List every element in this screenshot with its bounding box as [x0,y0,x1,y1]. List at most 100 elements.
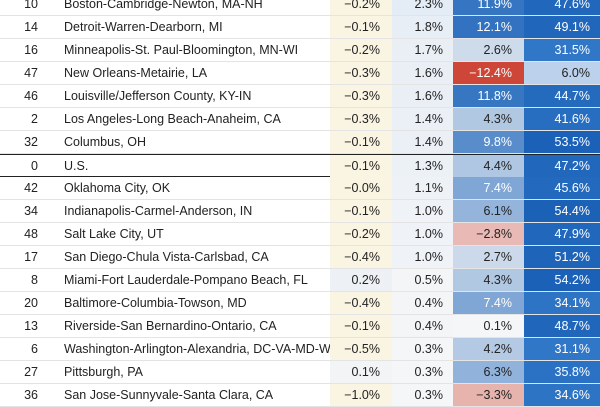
metric-1-cell: −0.0% [330,177,392,199]
rank-cell: 2 [31,112,38,126]
rank-cell: 32 [24,135,38,149]
metric-2-cell: 1.0% [392,223,453,245]
metric-2-cell: 1.6% [392,85,453,107]
metric-2-cell: 0.3% [392,338,453,360]
rank-cell: 10 [24,0,38,11]
metric-2-cell: 1.0% [392,200,453,222]
table-row: 13 Riverside-San Bernardino-Ontario, CA −0… [0,315,600,338]
table-row: 32 Columbus, OH −0.1% 1.4% 9.8% 53.5% [0,131,600,154]
metro-name-cell: Baltimore-Columbia-Towson, MD [64,296,247,310]
metric-1-cell: −0.3% [330,85,392,107]
metric-4-cell: 51.2% [524,246,600,268]
metric-4-cell: 6.0% [524,62,600,84]
metric-2-cell: 0.3% [392,384,453,406]
metro-name-cell: Louisville/Jefferson County, KY-IN [64,89,252,103]
metric-3-cell: 2.7% [453,246,524,268]
rank-cell: 0 [31,159,38,173]
metric-3-cell: 2.6% [453,39,524,61]
metro-name-cell: New Orleans-Metairie, LA [64,66,208,80]
metric-2-cell: 0.5% [392,269,453,291]
metric-3-cell: 12.1% [453,16,524,38]
metric-1-cell: −0.4% [330,292,392,314]
metric-4-cell: 49.1% [524,16,600,38]
metric-1-cell: −0.2% [330,39,392,61]
metro-name-cell: Indianapolis-Carmel-Anderson, IN [64,204,253,218]
metric-1-cell: −0.2% [330,223,392,245]
rank-cell: 34 [24,204,38,218]
metro-name-cell: Columbus, OH [64,135,146,149]
rank-cell: 17 [24,250,38,264]
metric-2-cell: 1.8% [392,16,453,38]
metric-4-cell: 47.2% [524,155,600,177]
metric-1-cell: −0.3% [330,62,392,84]
table-row: 8 Miami-Fort Lauderdale-Pompano Beach, FL… [0,269,600,292]
metric-2-cell: 1.1% [392,177,453,199]
metric-1-cell: −0.3% [330,108,392,130]
metric-4-cell: 44.7% [524,85,600,107]
metric-2-cell: 1.4% [392,108,453,130]
rank-cell: 48 [24,227,38,241]
metric-3-cell: 0.1% [453,315,524,337]
table-row: 42 Oklahoma City, OK −0.0% 1.1% 7.4% 45.6% [0,177,600,200]
table-row: 34 Indianapolis-Carmel-Anderson, IN −0.1% 1… [0,200,600,223]
metric-2-cell: 2.3% [392,0,453,15]
metric-2-cell: 1.7% [392,39,453,61]
metric-4-cell: 48.7% [524,315,600,337]
metric-4-cell: 41.6% [524,108,600,130]
metric-2-cell: 1.4% [392,131,453,153]
metric-3-cell: 7.4% [453,177,524,199]
metric-4-cell: 31.1% [524,338,600,360]
rank-cell: 16 [24,43,38,57]
table-row-us: 0 U.S. −0.1% 1.3% 4.4% 47.2% [0,154,600,177]
metro-name-cell: Minneapolis-St. Paul-Bloomington, MN-WI [64,43,299,57]
metric-3-cell: 6.3% [453,361,524,383]
rank-cell: 8 [31,273,38,287]
metric-1-cell: −0.1% [330,315,392,337]
rank-cell: 6 [31,342,38,356]
metric-4-cell: 53.5% [524,131,600,153]
metro-name-cell: U.S. [64,159,89,173]
metric-1-cell: 0.1% [330,361,392,383]
metric-4-cell: 34.6% [524,384,600,406]
metric-2-cell: 0.4% [392,315,453,337]
table-row: 20 Baltimore-Columbia-Towson, MD −0.4% 0.4%… [0,292,600,315]
metro-name-cell: Miami-Fort Lauderdale-Pompano Beach, FL [64,273,308,287]
metric-1-cell: 0.2% [330,269,392,291]
metric-2-cell: 0.3% [392,361,453,383]
metro-name-cell: Los Angeles-Long Beach-Anaheim, CA [64,112,281,126]
metric-1-cell: −0.2% [330,0,392,15]
rank-cell: 42 [24,181,38,195]
metric-3-cell: −12.4% [453,62,524,84]
metric-4-cell: 47.6% [524,0,600,15]
metro-name-cell: San Diego-Chula Vista-Carlsbad, CA [64,250,269,264]
rank-cell: 47 [24,66,38,80]
table-row: 36 San Jose-Sunnyvale-Santa Clara, CA −1.0… [0,384,600,407]
rank-cell: 14 [24,20,38,34]
metric-4-cell: 34.1% [524,292,600,314]
table-row: 47 New Orleans-Metairie, LA −0.3% 1.6% −12.4… [0,62,600,85]
table-row: 6 Washington-Arlington-Alexandria, DC-VA-… [0,338,600,361]
table-row: 10 Boston-Cambridge-Newton, MA-NH −0.2% 2.3… [0,0,600,16]
metric-4-cell: 45.6% [524,177,600,199]
metro-name-cell: Pittsburgh, PA [64,365,143,379]
metric-3-cell: −3.3% [453,384,524,406]
rank-cell: 36 [24,388,38,402]
table-row: 14 Detroit-Warren-Dearborn, MI −0.1% 1.8% 12… [0,16,600,39]
metric-4-cell: 35.8% [524,361,600,383]
metric-1-cell: −0.1% [330,16,392,38]
metric-2-cell: 0.4% [392,292,453,314]
metric-1-cell: −1.0% [330,384,392,406]
table-row: 46 Louisville/Jefferson County, KY-IN −0.3… [0,85,600,108]
metro-name-cell: Salt Lake City, UT [64,227,164,241]
rank-cell: 13 [24,319,38,333]
metric-3-cell: 11.9% [453,0,524,15]
metro-name-cell: Washington-Arlington-Alexandria, DC-VA-M… [64,342,340,356]
metric-3-cell: 4.2% [453,338,524,360]
metric-3-cell: 6.1% [453,200,524,222]
metric-4-cell: 31.5% [524,39,600,61]
table-row: 27 Pittsburgh, PA 0.1% 0.3% 6.3% 35.8% [0,361,600,384]
table-row: 2 Los Angeles-Long Beach-Anaheim, CA −0.3%… [0,108,600,131]
metric-1-cell: −0.5% [330,338,392,360]
metric-3-cell: 11.8% [453,85,524,107]
metric-4-cell: 54.4% [524,200,600,222]
